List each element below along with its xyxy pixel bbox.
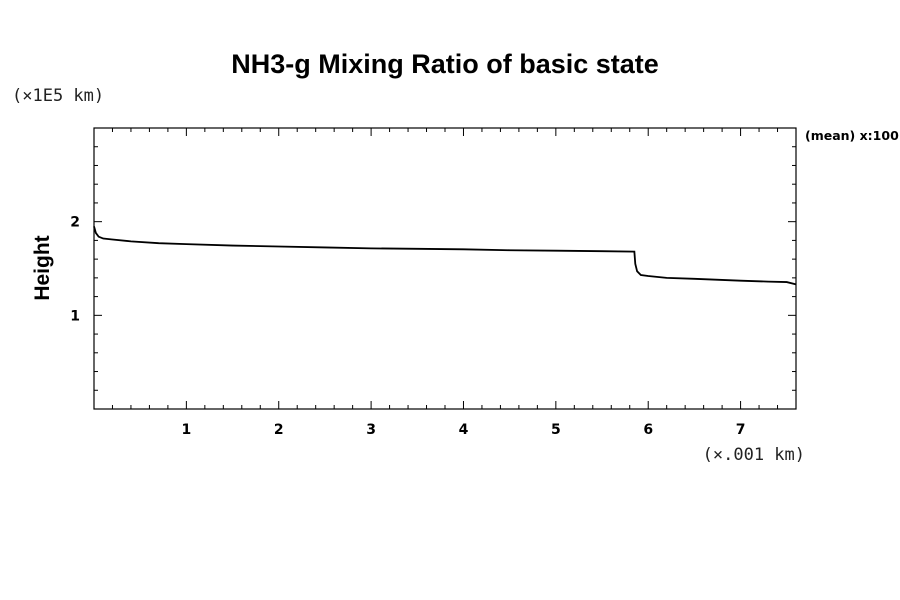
y-tick-label: 2 — [70, 215, 80, 231]
series-line — [93, 226, 797, 286]
x-axis-unit: (×.001 km) — [703, 445, 805, 465]
x-tick-label: 4 — [459, 422, 469, 438]
x-tick-label: 5 — [551, 422, 561, 438]
x-tick-label: 1 — [181, 422, 191, 438]
chart-title: NH3-g Mixing Ratio of basic state — [231, 49, 659, 79]
x-tick-label: 6 — [643, 422, 653, 438]
y-axis-unit: (×1E5 km) — [12, 86, 104, 106]
x-tick-label: 2 — [274, 422, 284, 438]
mean-annotation: (mean) x:100 — [805, 128, 899, 143]
plot-frame — [93, 127, 797, 410]
axis-ticks — [94, 128, 796, 409]
x-tick-label: 7 — [736, 422, 746, 438]
tick-labels: 1 2 3 4 5 6 7 1 2 — [70, 215, 745, 438]
y-axis-label: Height — [31, 235, 54, 300]
y-tick-label: 1 — [70, 308, 80, 324]
x-tick-label: 3 — [366, 422, 376, 438]
